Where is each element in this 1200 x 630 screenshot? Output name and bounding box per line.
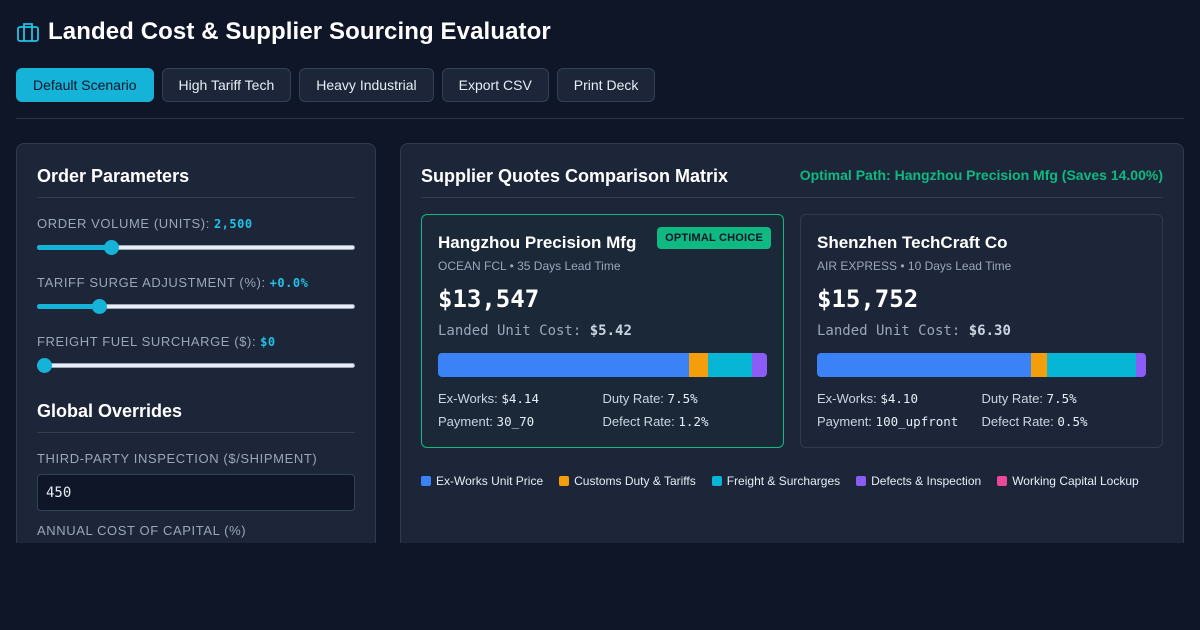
inspection-input[interactable]: 450 [37, 474, 355, 511]
supplier-stats: Ex-Works: $4.10 Duty Rate: 7.5% Payment:… [817, 391, 1146, 429]
order-volume-label: ORDER VOLUME (UNITS): 2,500 [37, 216, 253, 231]
bar-segment-freight-surcharges [1046, 353, 1136, 377]
defect-rate-stat: Defect Rate: 1.2% [602, 414, 709, 429]
bar-segment-customs-duty-tariffs [689, 353, 708, 377]
slider-thumb[interactable] [37, 358, 52, 373]
optimal-path-text: Optimal Path: Hangzhou Precision Mfg (Sa… [799, 167, 1163, 183]
app-header: Landed Cost & Supplier Sourcing Evaluato… [16, 18, 551, 46]
supplier-card-shenzhen[interactable]: Shenzhen TechCraft Co AIR EXPRESS • 10 D… [800, 214, 1163, 448]
legend-swatch [711, 476, 722, 486]
landed-unit-cost: Landed Unit Cost: $6.30 [817, 323, 1011, 339]
inspection-label: THIRD-PARTY INSPECTION ($/SHIPMENT) [37, 451, 318, 466]
legend-item: Customs Duty & Tariffs [559, 474, 696, 488]
slider-fill [37, 245, 107, 250]
matrix-title: Supplier Quotes Comparison Matrix [421, 166, 729, 186]
tariff-surge-label: TARIFF SURGE ADJUSTMENT (%): +0.0% [37, 275, 309, 290]
supplier-matrix-panel: Supplier Quotes Comparison Matrix Optima… [400, 143, 1184, 543]
legend-item: Defects & Inspection [856, 474, 981, 488]
print-deck-button[interactable]: Print Deck [556, 68, 656, 102]
order-volume-value: 2,500 [213, 217, 253, 231]
heavy-industrial-button[interactable]: Heavy Industrial [299, 68, 434, 102]
bar-segment-freight-surcharges [707, 353, 753, 377]
tariff-surge-value: +0.0% [269, 276, 309, 290]
optimal-choice-badge: OPTIMAL CHOICE [657, 227, 771, 249]
cost-legend: Ex-Works Unit Price Customs Duty & Tarif… [421, 474, 1163, 488]
cost-breakdown-bar [817, 353, 1146, 377]
page-title: Landed Cost & Supplier Sourcing Evaluato… [48, 18, 551, 45]
ex-works-stat: Ex-Works: $4.10 [817, 391, 918, 406]
legend-item: Working Capital Lockup [997, 474, 1139, 488]
payment-stat: Payment: 30_70 [438, 414, 535, 429]
ex-works-stat: Ex-Works: $4.14 [438, 391, 539, 406]
landed-unit-cost-value: $6.30 [968, 323, 1011, 339]
landed-unit-cost: Landed Unit Cost: $5.42 [438, 323, 632, 339]
slider-thumb[interactable] [103, 240, 119, 255]
legend-item: Freight & Surcharges [711, 474, 840, 488]
defect-rate-stat: Defect Rate: 0.5% [981, 414, 1088, 429]
matrix-header: Supplier Quotes Comparison Matrix Optima… [421, 166, 1163, 198]
bar-segment-defects-inspection [1135, 353, 1146, 377]
bar-segment-customs-duty-tariffs [1031, 353, 1047, 377]
slider-fill [37, 304, 95, 309]
order-parameters-panel: Order Parameters ORDER VOLUME (UNITS): 2,… [16, 143, 376, 543]
bar-segment-defects-inspection [752, 353, 767, 377]
fuel-surcharge-slider[interactable] [37, 355, 355, 375]
slider-track [37, 363, 355, 368]
fuel-surcharge-value: $0 [260, 335, 276, 349]
legend-swatch [421, 476, 431, 486]
global-overrides-title: Global Overrides [37, 401, 355, 433]
fuel-surcharge-label: FREIGHT FUEL SURCHARGE ($): $0 [37, 334, 276, 349]
supplier-total: $13,547 [438, 285, 540, 313]
order-volume-slider[interactable] [37, 237, 355, 257]
slider-thumb[interactable] [91, 299, 107, 314]
tariff-surge-slider[interactable] [37, 296, 355, 316]
duty-rate-stat: Duty Rate: 7.5% [981, 391, 1077, 406]
supplier-cards: OPTIMAL CHOICE Hangzhou Precision Mfg OC… [421, 214, 1163, 448]
legend-swatch [559, 476, 570, 486]
payment-stat: Payment: 100_upfront [817, 414, 959, 429]
cost-of-capital-label: ANNUAL COST OF CAPITAL (%) [37, 523, 247, 538]
supplier-shipping: AIR EXPRESS • 10 Days Lead Time [817, 259, 1012, 273]
supplier-total: $15,752 [817, 285, 919, 313]
default-scenario-button[interactable]: Default Scenario [16, 68, 154, 102]
export-csv-button[interactable]: Export CSV [441, 68, 549, 102]
supplier-stats: Ex-Works: $4.14 Duty Rate: 7.5% Payment:… [438, 391, 767, 429]
high-tariff-tech-button[interactable]: High Tariff Tech [161, 68, 292, 102]
supplier-shipping: OCEAN FCL • 35 Days Lead Time [438, 259, 621, 273]
scenario-toolbar: Default Scenario High Tariff Tech Heavy … [16, 68, 663, 102]
legend-swatch [997, 476, 1008, 486]
legend-item: Ex-Works Unit Price [421, 474, 543, 488]
supplier-name: Shenzhen TechCraft Co [817, 233, 1008, 252]
header-divider [16, 118, 1184, 119]
bar-segment-ex-works-unit-price [817, 353, 1032, 377]
bar-segment-ex-works-unit-price [438, 353, 690, 377]
landed-unit-cost-value: $5.42 [589, 323, 632, 339]
legend-swatch [856, 476, 867, 486]
supplier-card-hangzhou[interactable]: OPTIMAL CHOICE Hangzhou Precision Mfg OC… [421, 214, 784, 448]
supplier-name: Hangzhou Precision Mfg [438, 233, 637, 252]
order-parameters-title: Order Parameters [37, 166, 355, 198]
briefcase-icon [17, 23, 39, 42]
cost-breakdown-bar [438, 353, 767, 377]
duty-rate-stat: Duty Rate: 7.5% [602, 391, 698, 406]
